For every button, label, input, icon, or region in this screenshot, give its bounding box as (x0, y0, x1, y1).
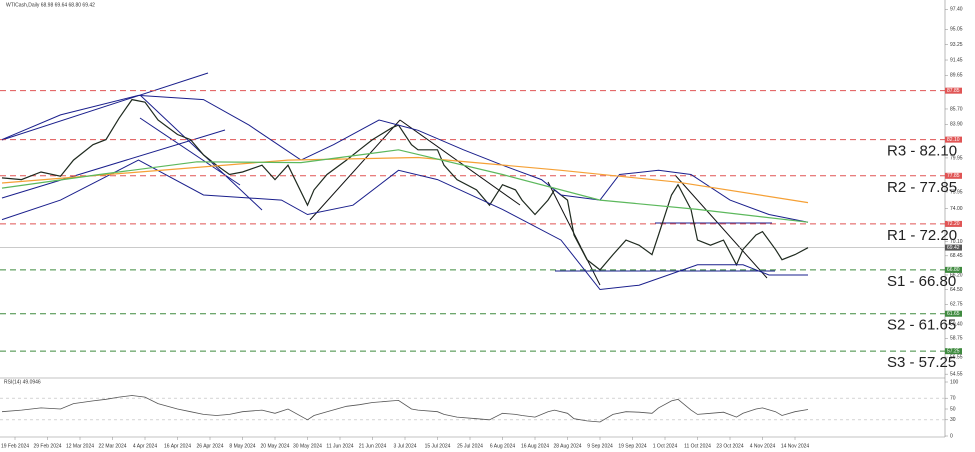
level-tag: 66.80 (947, 267, 960, 273)
x-tick-label: 11 Jun 2024 (326, 443, 353, 449)
series-line (1, 156, 809, 204)
last-price-box (945, 244, 962, 251)
level-tag-box (945, 348, 962, 355)
level-tag-box (945, 172, 962, 179)
y-tick-label: 74.00 (950, 206, 963, 212)
x-tick-label: 16 Apr 2024 (164, 443, 191, 449)
x-tick-label: 12 Mar 2024 (66, 443, 94, 449)
x-tick-label: 20 May 2024 (261, 443, 290, 449)
y-tick-label: 95.05 (950, 27, 963, 33)
rsi-y-tick-label: 50 (950, 406, 956, 412)
x-tick-label: 9 Sep 2024 (587, 443, 613, 449)
series-line (1, 94, 809, 223)
y-tick-label: 93.25 (950, 42, 963, 48)
chart-title: WTICash,Daily 68.98 69.64 68.80 69.42 (6, 2, 95, 8)
trend-line (399, 119, 521, 206)
level-tag: 72.20 (947, 221, 960, 227)
level-label: S1 - 66.80 (887, 273, 956, 290)
trend-line (139, 117, 241, 186)
trend-line (309, 119, 401, 221)
level-label: R2 - 77.85 (887, 179, 957, 196)
x-tick-label: 8 May 2024 (229, 443, 255, 449)
rsi-y-tick-label: 100 (950, 379, 959, 385)
x-tick-label: 1 Oct 2024 (653, 443, 678, 449)
level-tag-box (945, 136, 962, 143)
x-tick-label: 29 Feb 2024 (33, 443, 61, 449)
x-tick-label: 16 Aug 2024 (521, 443, 549, 449)
rsi-y-tick-label: 70 (950, 396, 956, 402)
series-line (1, 149, 809, 223)
level-label: R3 - 82.10 (887, 143, 957, 160)
x-tick-label: 14 Nov 2024 (781, 443, 810, 449)
x-tick-label: 21 Jun 2024 (359, 443, 387, 449)
level-tag: 57.25 (947, 349, 960, 355)
rsi-y-tick-label: 30 (950, 417, 956, 423)
y-tick-label: 60.40 (950, 322, 963, 328)
y-tick-label: 91.45 (950, 57, 963, 63)
x-tick-label: 11 Oct 2024 (684, 443, 711, 449)
trend-line (674, 174, 768, 279)
y-tick-label: 97.40 (950, 7, 963, 13)
rsi-y-tick-label: 0 (950, 433, 953, 439)
y-tick-label: 64.50 (950, 287, 963, 293)
y-tick-label: 85.70 (950, 106, 963, 112)
y-tick-label: 83.90 (950, 122, 963, 128)
y-tick-label: 70.10 (950, 239, 963, 245)
x-tick-label: 4 Apr 2024 (133, 443, 157, 449)
trend-line (1, 129, 226, 199)
x-tick-label: 22 Mar 2024 (98, 443, 126, 449)
x-tick-label: 26 Apr 2024 (197, 443, 224, 449)
trend-line (1, 72, 209, 141)
level-tag: 87.85 (947, 88, 960, 94)
series-line (1, 159, 808, 291)
y-tick-label: 79.95 (950, 155, 963, 161)
x-tick-label: 4 Nov 2024 (750, 443, 776, 449)
y-tick-label: 54.55 (950, 371, 963, 377)
x-tick-label: 6 Aug 2024 (490, 443, 516, 449)
x-tick-label: 30 May 2024 (293, 443, 322, 449)
level-tag-box (945, 266, 962, 273)
x-tick-label: 15 Jul 2024 (425, 443, 451, 449)
y-tick-label: 75.95 (950, 189, 963, 195)
y-tick-label: 56.55 (950, 354, 963, 360)
x-tick-label: 19 Sep 2024 (618, 443, 647, 449)
level-tag-box (945, 220, 962, 227)
level-label: R1 - 72.20 (887, 227, 957, 244)
level-tag-box (945, 87, 962, 94)
level-tag: 77.85 (947, 173, 960, 179)
last-price-tag: 69.42 (947, 245, 960, 251)
x-tick-label: 25 Jul 2024 (457, 443, 483, 449)
x-tick-label: 19 Feb 2024 (1, 443, 29, 449)
x-tick-label: 23 Oct 2024 (716, 443, 743, 449)
y-tick-label: 58.75 (950, 336, 963, 342)
level-label: S2 - 61.65 (887, 317, 956, 334)
y-tick-label: 62.75 (950, 302, 963, 308)
rsi-line (1, 395, 809, 423)
y-tick-label: 66.20 (950, 272, 963, 278)
rsi-title: RSI(14) 49.0946 (4, 379, 41, 385)
level-tag-box (945, 310, 962, 317)
y-tick-label: 68.45 (950, 253, 963, 259)
x-tick-label: 3 Jul 2024 (393, 443, 416, 449)
level-label: S3 - 57.25 (887, 354, 956, 371)
level-tag: 82.10 (947, 137, 960, 143)
y-tick-label: 89.65 (950, 73, 963, 79)
level-tag: 61.65 (947, 311, 960, 317)
series-line (1, 98, 809, 271)
x-tick-label: 28 Aug 2024 (553, 443, 581, 449)
